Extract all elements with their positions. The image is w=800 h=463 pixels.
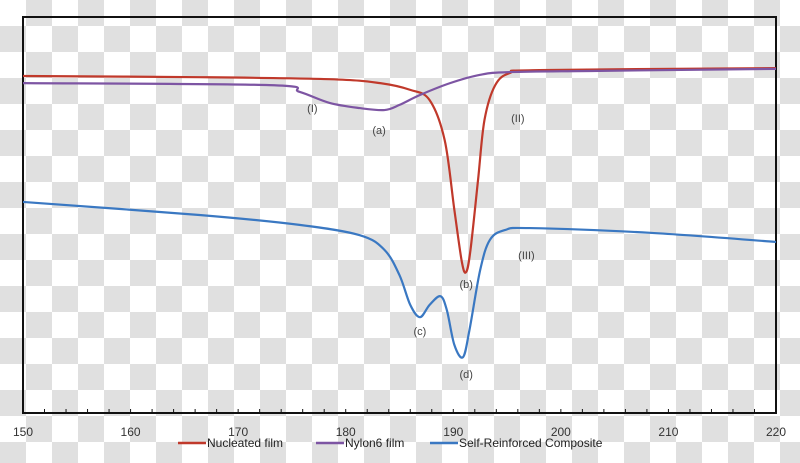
series-lines [22,66,777,359]
annotations: (I) (a) (II) (b) (III) (c) (d) [307,103,535,381]
x-tick-label: 160 [121,425,141,439]
series-line-0 [22,66,777,274]
x-tick-label: 180 [336,425,356,439]
peak-annotation: (a) [372,125,385,137]
legend: Nucleated film Nylon6 film Self-Reinforced… [178,436,603,450]
peak-annotation: (II) [511,113,524,125]
x-tick-label: 220 [766,425,786,439]
x-tick-label: 150 [13,425,33,439]
x-axis-labels: 150 160 170 180 190 200 210 220 [13,425,786,439]
x-tick-label: 190 [443,425,463,439]
x-axis-ticks [44,409,755,413]
legend-label: Self-Reinforced Composite [459,436,603,450]
peak-annotation: (c) [414,326,427,338]
legend-label: Nucleated film [207,436,283,450]
legend-label: Nylon6 film [345,436,404,450]
peak-annotation: (b) [459,279,472,291]
x-tick-label: 200 [551,425,571,439]
series-line-1 [22,67,777,112]
series-line-2 [22,200,777,359]
peak-annotation: (I) [307,103,317,115]
x-tick-label: 210 [658,425,678,439]
peak-annotation: (d) [459,369,472,381]
x-tick-label: 170 [228,425,248,439]
plot-frame [22,16,777,414]
peak-annotation: (III) [518,250,535,262]
